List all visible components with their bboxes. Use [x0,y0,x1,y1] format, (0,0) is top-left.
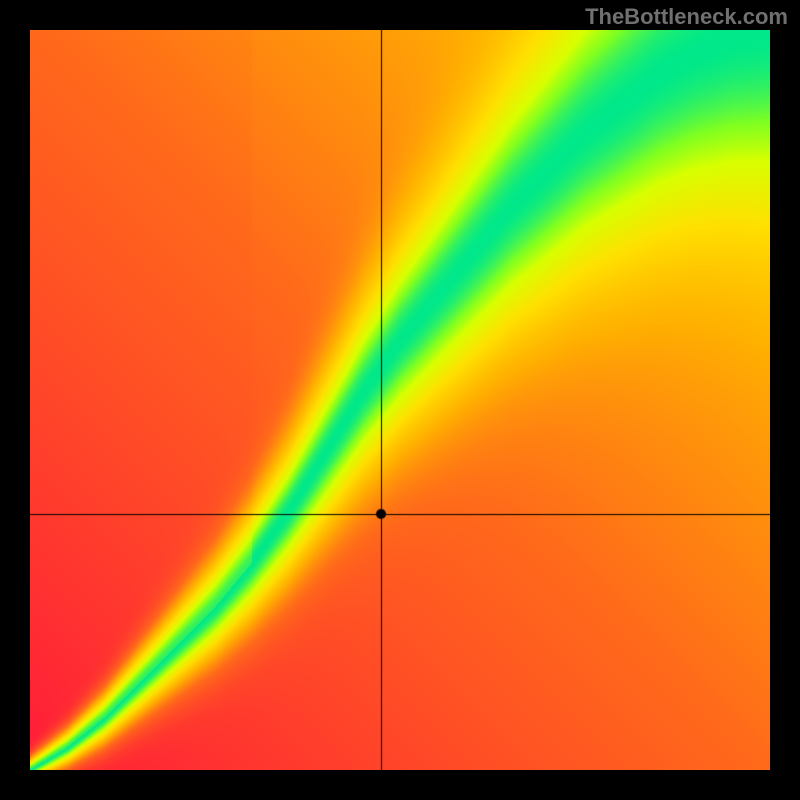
chart-container: TheBottleneck.com [0,0,800,800]
plot-area [30,30,770,770]
watermark-text: TheBottleneck.com [585,4,788,30]
heatmap-canvas [30,30,770,770]
